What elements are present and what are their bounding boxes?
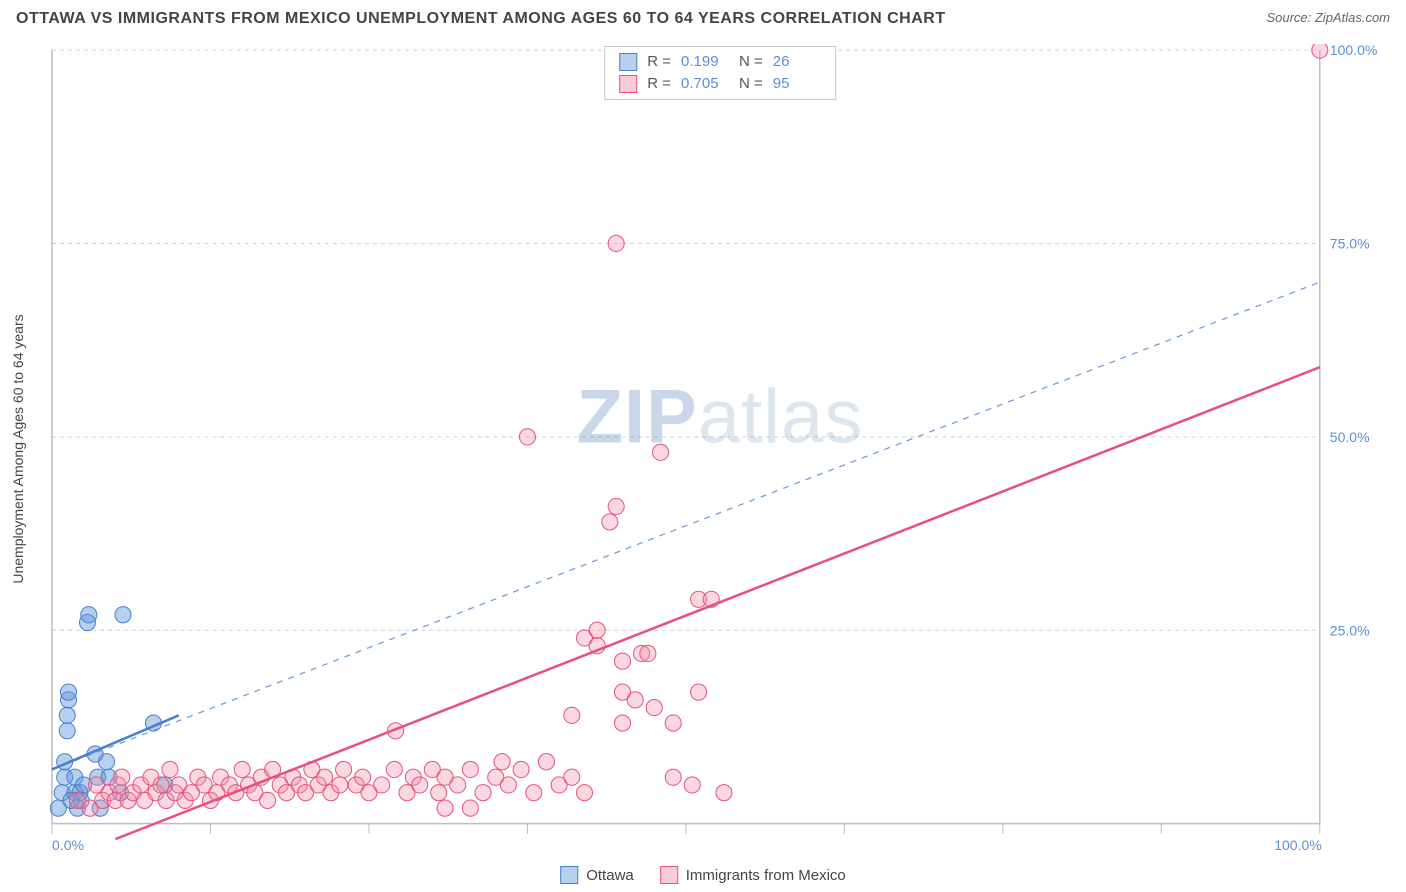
r-label: R = — [647, 51, 671, 73]
r-label: R = — [647, 73, 671, 95]
swatch-blue-icon — [619, 53, 637, 71]
r-value-ottawa: 0.199 — [681, 51, 729, 73]
legend-row-ottawa: R = 0.199 N = 26 — [619, 51, 821, 73]
swatch-blue-icon — [560, 866, 578, 884]
r-value-mexico: 0.705 — [681, 73, 729, 95]
legend-label-ottawa: Ottawa — [586, 867, 634, 884]
n-value-ottawa: 26 — [773, 51, 821, 73]
chart-title: OTTAWA VS IMMIGRANTS FROM MEXICO UNEMPLO… — [16, 10, 946, 28]
svg-text:25.0%: 25.0% — [1330, 622, 1370, 638]
source-label: Source: ZipAtlas.com — [1266, 10, 1390, 25]
swatch-pink-icon — [660, 866, 678, 884]
svg-text:50.0%: 50.0% — [1330, 429, 1370, 445]
n-label: N = — [739, 73, 763, 95]
legend-label-mexico: Immigrants from Mexico — [686, 867, 846, 884]
n-value-mexico: 95 — [773, 73, 821, 95]
svg-text:75.0%: 75.0% — [1330, 235, 1370, 251]
y-axis-label: Unemployment Among Ages 60 to 64 years — [10, 314, 26, 583]
chart-area: Unemployment Among Ages 60 to 64 years 0… — [48, 44, 1392, 854]
legend-row-mexico: R = 0.705 N = 95 — [619, 73, 821, 95]
scatter-plot: 0.0% 100.0% 25.0% 50.0% 75.0% 100.0% — [48, 44, 1392, 854]
svg-text:100.0%: 100.0% — [1330, 44, 1378, 58]
svg-text:0.0%: 0.0% — [52, 837, 84, 853]
legend-series: Ottawa Immigrants from Mexico — [560, 866, 846, 884]
swatch-pink-icon — [619, 75, 637, 93]
svg-text:100.0%: 100.0% — [1274, 837, 1322, 853]
legend-correlation: R = 0.199 N = 26 R = 0.705 N = 95 — [604, 46, 836, 100]
legend-item-ottawa: Ottawa — [560, 866, 634, 884]
n-label: N = — [739, 51, 763, 73]
legend-item-mexico: Immigrants from Mexico — [660, 866, 846, 884]
